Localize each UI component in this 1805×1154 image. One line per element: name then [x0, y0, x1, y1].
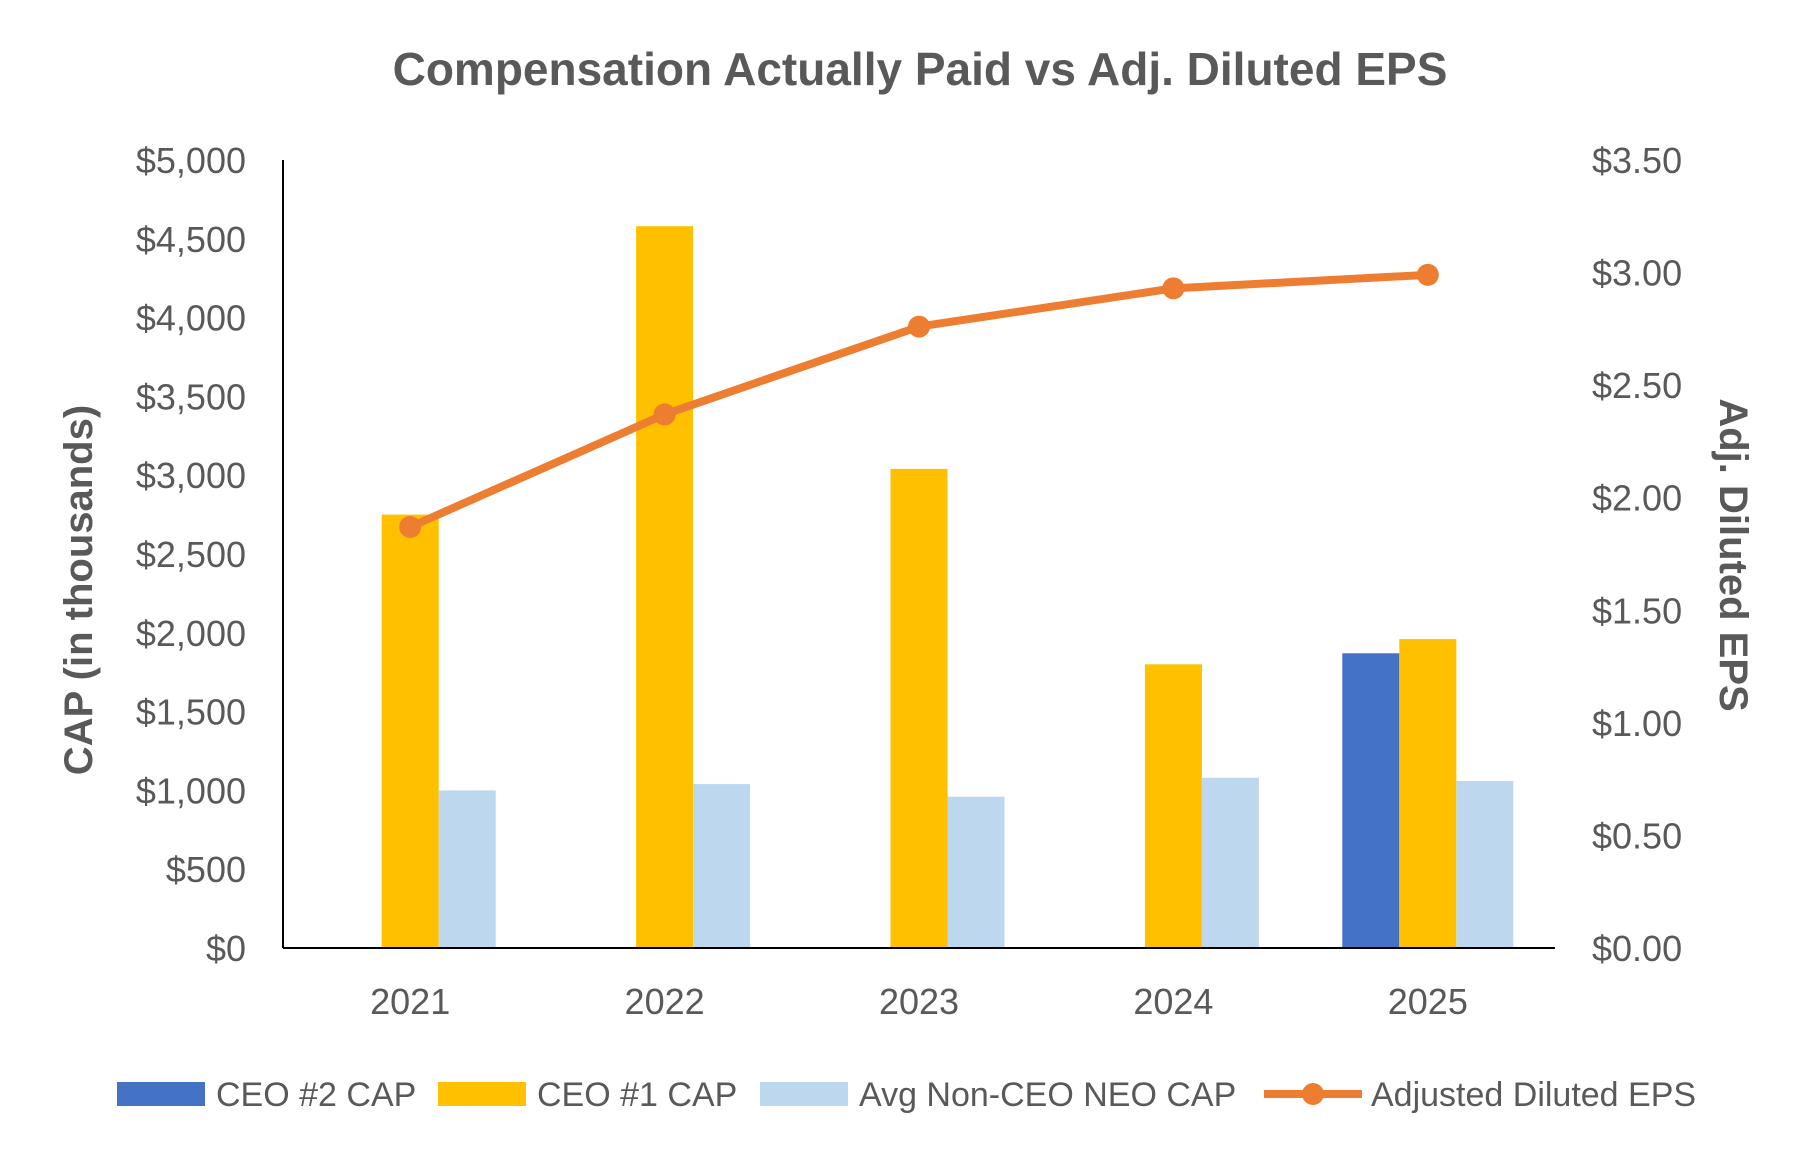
eps-point-2023 [908, 315, 930, 338]
bar-ceo-1-cap-2023 [890, 468, 948, 948]
y-tick-label: $0 [206, 928, 246, 969]
y-axis-title: CAP (in thousands) [57, 405, 101, 775]
eps-point-2022 [653, 403, 676, 426]
y2-tick-label: $1.00 [1592, 703, 1682, 744]
bar-avg-non-ceo-neo-cap-2022 [693, 784, 751, 948]
y-tick-label: $2,500 [136, 534, 246, 575]
y-tick-label: $1,500 [136, 692, 246, 733]
legend-label: Adjusted Diluted EPS [1371, 1076, 1696, 1114]
legend-label: CEO #1 CAP [537, 1076, 737, 1114]
legend-swatch [117, 1082, 205, 1106]
bar-avg-non-ceo-neo-cap-2025 [1456, 780, 1514, 948]
x-tick-label: 2025 [1388, 981, 1468, 1022]
legend-label: CEO #2 CAP [216, 1076, 416, 1114]
x-tick-label: 2021 [370, 981, 450, 1022]
bar-ceo-1-cap-2022 [636, 226, 694, 948]
x-tick-label: 2022 [625, 981, 705, 1022]
x-tick-label: 2023 [879, 981, 959, 1022]
y-tick-label: $5,000 [136, 140, 246, 181]
y2-tick-label: $1.50 [1592, 590, 1682, 631]
y2-tick-label: $0.50 [1592, 815, 1682, 856]
y2-axis-title: Adj. Diluted EPS [1711, 398, 1755, 711]
y-tick-label: $500 [166, 849, 246, 890]
legend-swatch [438, 1082, 526, 1106]
x-tick-label: 2024 [1133, 981, 1213, 1022]
legend-label: Avg Non-CEO NEO CAP [859, 1076, 1236, 1114]
y-tick-label: $4,500 [136, 219, 246, 260]
bar-ceo-1-cap-2024 [1144, 664, 1202, 948]
bar-avg-non-ceo-neo-cap-2021 [438, 790, 496, 948]
bar-avg-non-ceo-neo-cap-2024 [1201, 777, 1259, 948]
bar-ceo-2-cap-2025 [1342, 653, 1400, 948]
y-tick-label: $2,000 [136, 613, 246, 654]
y2-tick-label: $0.00 [1592, 928, 1682, 969]
y-tick-label: $1,000 [136, 770, 246, 811]
bar-avg-non-ceo-neo-cap-2023 [947, 796, 1005, 948]
eps-point-2024 [1162, 277, 1185, 300]
y-tick-label: $3,500 [136, 376, 246, 417]
eps-point-2021 [399, 515, 422, 538]
legend-swatch [760, 1082, 848, 1106]
y2-tick-label: $3.50 [1592, 140, 1682, 181]
y2-tick-label: $2.50 [1592, 365, 1682, 406]
chart-title: Compensation Actually Paid vs Adj. Dilut… [393, 43, 1448, 95]
bar-ceo-1-cap-2025 [1399, 639, 1457, 948]
y-tick-label: $3,000 [136, 455, 246, 496]
bar-ceo-1-cap-2021 [381, 514, 439, 948]
eps-point-2025 [1416, 263, 1439, 286]
y2-tick-label: $2.00 [1592, 478, 1682, 519]
y2-tick-label: $3.00 [1592, 253, 1682, 294]
y-tick-label: $4,000 [136, 298, 246, 339]
legend-marker [1302, 1083, 1324, 1105]
